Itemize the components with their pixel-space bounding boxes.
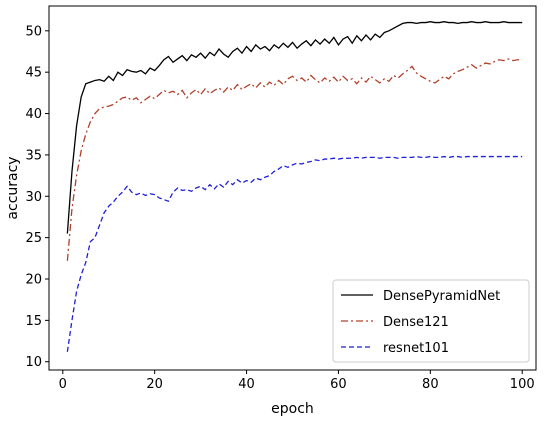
y-tick-label: 50 (25, 24, 42, 39)
y-tick-label: 10 (25, 355, 42, 370)
y-axis-title: accuracy (5, 156, 21, 219)
plot-frame (48, 5, 537, 371)
plot-area (66, 21, 523, 352)
series-line-1 (66, 58, 523, 261)
legend-label-0: DensePyramidNet (383, 289, 500, 304)
legend-box (332, 279, 530, 363)
series-line-2 (66, 155, 523, 352)
x-tick-label: 0 (59, 377, 67, 392)
x-axis-title: epoch (271, 401, 314, 417)
y-tick-label: 45 (25, 66, 42, 81)
x-tick-label: 20 (146, 377, 163, 392)
y-tick-label: 40 (25, 107, 42, 122)
legend-label-1: Dense121 (383, 315, 449, 330)
legend-label-2: resnet101 (383, 341, 449, 356)
y-tick-label: 25 (25, 231, 42, 246)
y-tick-label: 30 (25, 190, 42, 205)
x-tick-label: 80 (422, 377, 439, 392)
x-tick-label: 60 (330, 377, 347, 392)
x-tick-label: 40 (238, 377, 255, 392)
series-line-0 (66, 21, 523, 234)
y-tick-label: 20 (25, 273, 42, 288)
x-tick-label: 100 (510, 377, 535, 392)
legend: DensePyramidNet Dense121 resnet101 (332, 279, 530, 363)
axes: 0 20 40 60 80 100 10 15 20 25 30 35 40 45 50 (25, 5, 537, 392)
y-tick-label: 35 (25, 148, 42, 163)
y-tick-label: 15 (25, 314, 42, 329)
